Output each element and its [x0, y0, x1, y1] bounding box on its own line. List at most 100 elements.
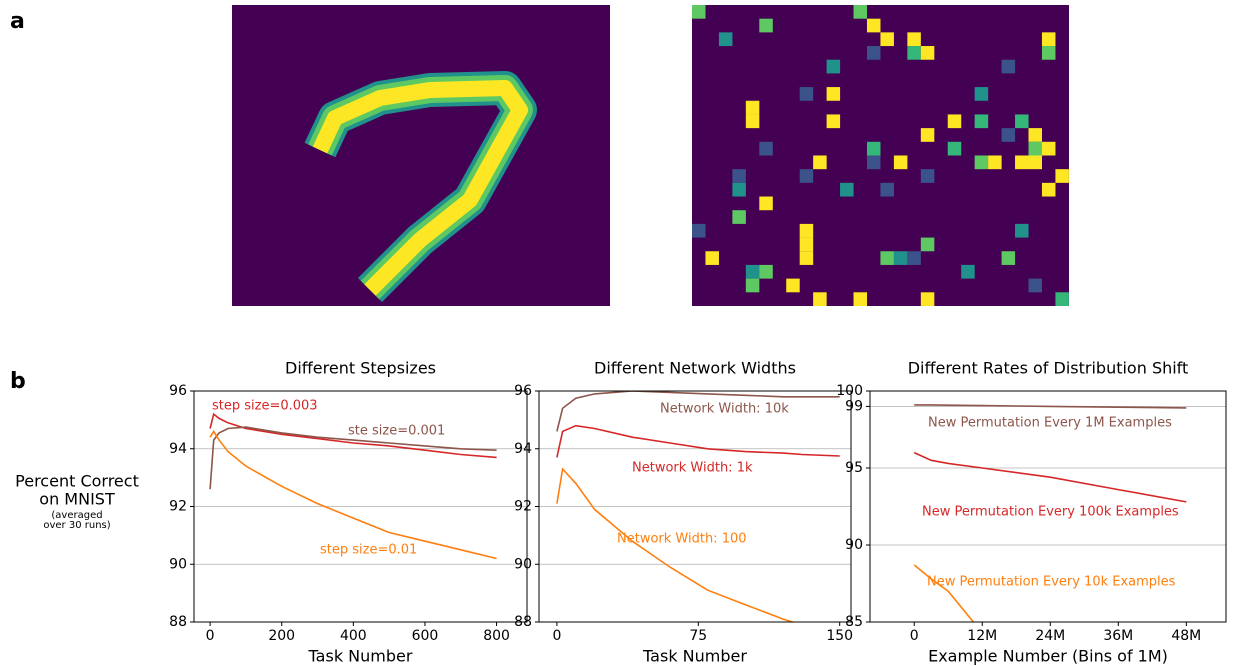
pixel [705, 251, 719, 265]
pixel [1028, 141, 1042, 156]
pixel [920, 169, 935, 183]
pixel [718, 32, 733, 47]
y-tick-label: 88 [169, 614, 187, 630]
pixel [799, 87, 814, 101]
y-tick-label: 90 [514, 556, 532, 572]
series-label: Network Width: 100 [617, 532, 747, 547]
x-tick-label: 0 [910, 628, 919, 644]
y-tick-label: 94 [169, 441, 187, 457]
x-tick-label: 0 [206, 628, 215, 644]
pixel [826, 87, 841, 101]
panel-label: a [10, 9, 25, 34]
series-line [913, 451, 1187, 503]
y-tick-label: 90 [845, 537, 863, 553]
pixel [732, 210, 746, 224]
pixel [1001, 128, 1016, 142]
series-label: New Permutation Every 100k Examples [922, 505, 1179, 520]
pixel [907, 251, 921, 265]
y-tick-label: 94 [514, 441, 532, 457]
pixel [759, 141, 773, 156]
y-tick-label: 92 [514, 499, 532, 515]
pixel [907, 32, 921, 47]
pixel [786, 278, 800, 293]
series-line [209, 426, 497, 490]
plot-frame [193, 390, 528, 623]
x-label: Task Number [642, 647, 747, 666]
pixel [974, 87, 989, 101]
pixel [759, 18, 773, 33]
pixel [692, 223, 706, 238]
pixel [1041, 141, 1056, 156]
pixel [866, 155, 881, 170]
y-label: on MNIST [39, 490, 115, 509]
x-tick-label: 800 [483, 628, 510, 644]
x-tick-label: 200 [268, 628, 295, 644]
pixel [893, 155, 908, 170]
pixel [1041, 182, 1056, 197]
series-label: step size=0.003 [212, 399, 318, 414]
pixel [1041, 46, 1056, 60]
pixel [866, 46, 881, 60]
x-tick-label: 0 [552, 628, 561, 644]
pixel [880, 182, 894, 197]
pixel [988, 155, 1002, 170]
pixel [1015, 114, 1029, 129]
y-label: Percent Correct [15, 472, 139, 491]
y-tick-label: 95 [845, 460, 863, 476]
pixel [880, 251, 894, 265]
series-line [209, 412, 497, 459]
x-tick-label: 600 [412, 628, 439, 644]
pixel [813, 155, 827, 170]
y-note: (averaged [51, 510, 102, 521]
y-tick-label: 92 [169, 499, 187, 515]
pixel [920, 237, 935, 252]
pixel [1028, 128, 1042, 142]
y-note: over 30 runs) [43, 520, 110, 531]
x-label: Example Number (Bins of 1M) [928, 647, 1168, 666]
series-line [209, 429, 497, 560]
pixel [813, 292, 827, 306]
pixel [799, 237, 814, 252]
y-tick-label: 85 [845, 614, 863, 630]
pixel [893, 251, 908, 265]
pixel [1041, 32, 1056, 47]
pixel [745, 278, 760, 293]
y-tick-label: 96 [514, 383, 532, 399]
series-line [914, 404, 1187, 409]
pixel [1001, 59, 1016, 74]
x-tick-label: 12M [967, 628, 997, 644]
pixel [866, 141, 881, 156]
chart-title: Different Network Widths [594, 359, 796, 378]
plot-frame [538, 390, 852, 623]
pixel [1028, 278, 1042, 293]
image-digit [232, 5, 610, 306]
series-label: Network Width: 10k [660, 402, 789, 417]
pixel [799, 251, 814, 265]
x-tick-label: 36M [1103, 628, 1133, 644]
pixel [840, 182, 854, 197]
pixel [961, 264, 975, 279]
series-line [556, 424, 840, 458]
pixel [745, 114, 760, 129]
x-tick-label: 24M [1035, 628, 1065, 644]
plot-frame [869, 390, 1227, 623]
pixel [692, 5, 706, 19]
pixel [1015, 155, 1029, 170]
series-line [556, 467, 796, 622]
pixel [947, 141, 962, 156]
pixel [826, 114, 841, 129]
series-label: step size=0.01 [320, 543, 417, 558]
pixel [799, 223, 814, 238]
series-label: New Permutation Every 10k Examples [927, 575, 1176, 590]
chart-title: Different Stepsizes [285, 359, 436, 378]
pixel [947, 114, 962, 129]
image-permuted [692, 5, 1069, 306]
x-tick-label: 400 [340, 628, 367, 644]
pixel [853, 5, 868, 19]
pixel [974, 114, 989, 129]
y-tick-label: 88 [514, 614, 532, 630]
pixel [1028, 155, 1042, 170]
pixel [799, 169, 814, 183]
pixel [920, 292, 935, 306]
